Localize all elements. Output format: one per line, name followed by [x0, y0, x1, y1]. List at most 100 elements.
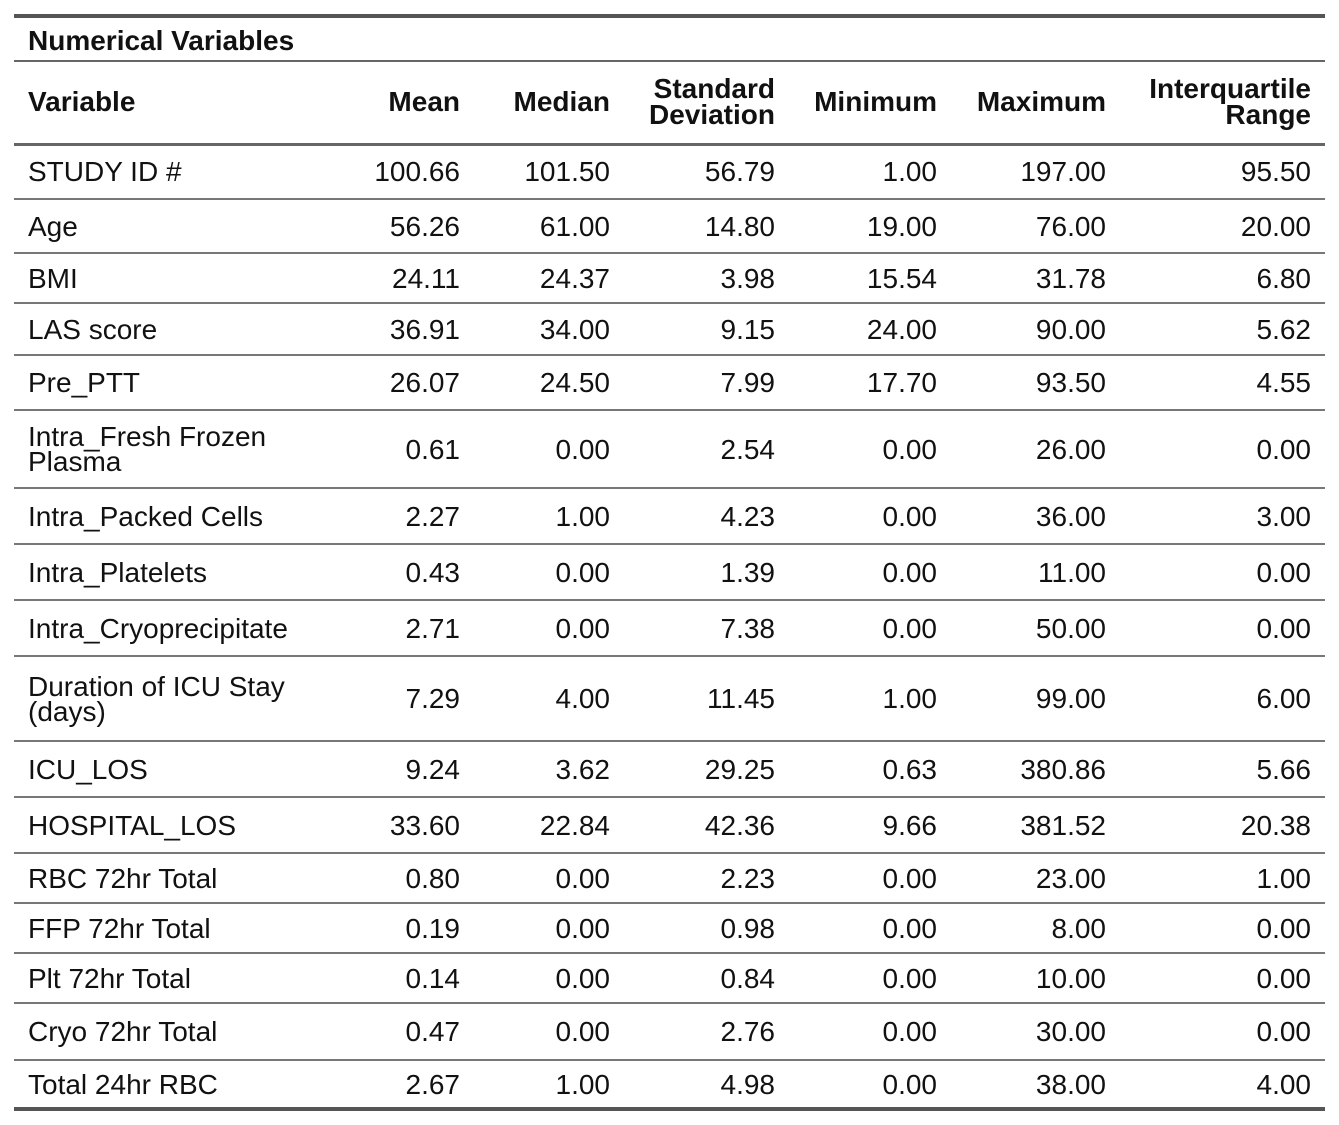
- text-line: Plasma: [28, 446, 122, 477]
- cell-maximum: 10.00: [951, 953, 1120, 1004]
- table-row: Intra_Cryoprecipitate 2.71 0.00 7.38 0.00 50.…: [14, 600, 1325, 657]
- cell-mean: 2.67: [338, 1060, 474, 1111]
- cell-mean: 33.60: [338, 797, 474, 854]
- text-line: Plt 72hr Total: [28, 962, 191, 994]
- cell-median: 101.50: [474, 144, 624, 200]
- cell-minimum: 17.70: [789, 355, 951, 411]
- cell-variable: STUDY ID #: [14, 144, 338, 200]
- cell-maximum: 380.86: [951, 741, 1120, 798]
- cell-std-dev: 29.25: [624, 741, 789, 798]
- table-row: HOSPITAL_LOS 33.60 22.84 42.36 9.66 381.52 20.…: [14, 797, 1325, 854]
- cell-median: 0.00: [474, 544, 624, 601]
- cell-maximum: 99.00: [951, 656, 1120, 742]
- table-caption: Numerical Variables: [14, 18, 1325, 62]
- header-row: Variable Mean Median Standard Deviation Minim…: [14, 62, 1325, 146]
- table-row: Intra_Platelets 0.43 0.00 1.39 0.00 11.00 0.00: [14, 544, 1325, 601]
- cell-std-dev: 42.36: [624, 797, 789, 854]
- cell-minimum: 0.00: [789, 953, 951, 1004]
- cell-minimum: 1.00: [789, 144, 951, 200]
- table-row: Cryo 72hr Total 0.47 0.00 2.76 0.00 30.00 0.00: [14, 1003, 1325, 1061]
- cell-minimum: 9.66: [789, 797, 951, 854]
- text-line: STUDY ID #: [28, 156, 182, 188]
- header-col-std-dev: Standard Deviation: [624, 62, 789, 146]
- cell-median: 34.00: [474, 303, 624, 356]
- cell-iqr: 6.80: [1120, 253, 1325, 304]
- cell-maximum: 50.00: [951, 600, 1120, 657]
- numerical-variables-table: Numerical Variables Variable Mean Median St…: [14, 14, 1325, 1111]
- cell-maximum: 30.00: [951, 1003, 1120, 1061]
- cell-maximum: 90.00: [951, 303, 1120, 356]
- cell-std-dev: 7.38: [624, 600, 789, 657]
- top-rule: [14, 14, 1325, 18]
- text-line: Intra_Cryoprecipitate: [28, 612, 288, 644]
- cell-mean: 0.61: [338, 410, 474, 489]
- cell-iqr: 0.00: [1120, 903, 1325, 954]
- cell-median: 4.00: [474, 656, 624, 742]
- text-line: Intra_Packed Cells: [28, 500, 264, 532]
- cell-std-dev: 3.98: [624, 253, 789, 304]
- cell-maximum: 11.00: [951, 544, 1120, 601]
- cell-minimum: 15.54: [789, 253, 951, 304]
- cell-std-dev: 1.39: [624, 544, 789, 601]
- cell-minimum: 0.00: [789, 1060, 951, 1111]
- cell-minimum: 0.00: [789, 853, 951, 904]
- text-line: Median: [513, 86, 610, 118]
- cell-iqr: 20.38: [1120, 797, 1325, 854]
- text-line: Mean: [388, 86, 460, 118]
- cell-mean: 36.91: [338, 303, 474, 356]
- text-line: Duration of ICU Stay: [28, 670, 285, 702]
- header-col-minimum: Minimum: [789, 62, 951, 146]
- text-line: Total 24hr RBC: [28, 1068, 218, 1100]
- cell-maximum: 26.00: [951, 410, 1120, 489]
- cell-iqr: 0.00: [1120, 410, 1325, 489]
- cell-median: 0.00: [474, 600, 624, 657]
- header-col-median: Median: [474, 62, 624, 146]
- cell-std-dev: 9.15: [624, 303, 789, 356]
- header-col-variable: Variable: [14, 62, 338, 146]
- cell-std-dev: 2.76: [624, 1003, 789, 1061]
- cell-variable: Intra_Cryoprecipitate: [14, 600, 338, 657]
- cell-maximum: 31.78: [951, 253, 1120, 304]
- cell-variable: Intra_Packed Cells: [14, 488, 338, 545]
- header-col-mean: Mean: [338, 62, 474, 146]
- cell-variable: LAS score: [14, 303, 338, 356]
- cell-median: 0.00: [474, 903, 624, 954]
- cell-iqr: 1.00: [1120, 853, 1325, 904]
- table-row: Pre_PTT 26.07 24.50 7.99 17.70 93.50 4.55: [14, 355, 1325, 411]
- text-line: Deviation: [648, 99, 775, 131]
- text-line: ICU_LOS: [28, 753, 148, 785]
- cell-std-dev: 2.54: [624, 410, 789, 489]
- text-line: Intra_Platelets: [28, 556, 207, 588]
- cell-std-dev: 7.99: [624, 355, 789, 411]
- cell-mean: 0.14: [338, 953, 474, 1004]
- cell-iqr: 0.00: [1120, 1003, 1325, 1061]
- cell-median: 22.84: [474, 797, 624, 854]
- cell-variable: Intra_Fresh Frozen Plasma: [14, 410, 338, 489]
- cell-std-dev: 0.98: [624, 903, 789, 954]
- cell-iqr: 3.00: [1120, 488, 1325, 545]
- table-row: Intra_Packed Cells 2.27 1.00 4.23 0.00 36.00 3…: [14, 488, 1325, 545]
- cell-variable: HOSPITAL_LOS: [14, 797, 338, 854]
- text-line: Interquartile: [1149, 73, 1311, 105]
- cell-median: 1.00: [474, 1060, 624, 1111]
- cell-mean: 7.29: [338, 656, 474, 742]
- cell-std-dev: 4.98: [624, 1060, 789, 1111]
- cell-median: 61.00: [474, 199, 624, 254]
- cell-iqr: 5.66: [1120, 741, 1325, 798]
- cell-minimum: 0.00: [789, 410, 951, 489]
- cell-variable: ICU_LOS: [14, 741, 338, 798]
- table-row: Duration of ICU Stay (days) 7.29 4.00 11.45 1…: [14, 656, 1325, 742]
- cell-mean: 2.71: [338, 600, 474, 657]
- cell-minimum: 0.00: [789, 903, 951, 954]
- cell-std-dev: 14.80: [624, 199, 789, 254]
- cell-maximum: 93.50: [951, 355, 1120, 411]
- cell-maximum: 76.00: [951, 199, 1120, 254]
- table-row: STUDY ID # 100.66 101.50 56.79 1.00 197.00 95.…: [14, 144, 1325, 200]
- cell-variable: Age: [14, 199, 338, 254]
- cell-maximum: 38.00: [951, 1060, 1120, 1111]
- cell-mean: 2.27: [338, 488, 474, 545]
- cell-std-dev: 0.84: [624, 953, 789, 1004]
- cell-median: 1.00: [474, 488, 624, 545]
- text-line: Minimum: [814, 86, 937, 118]
- text-line: LAS score: [28, 313, 158, 345]
